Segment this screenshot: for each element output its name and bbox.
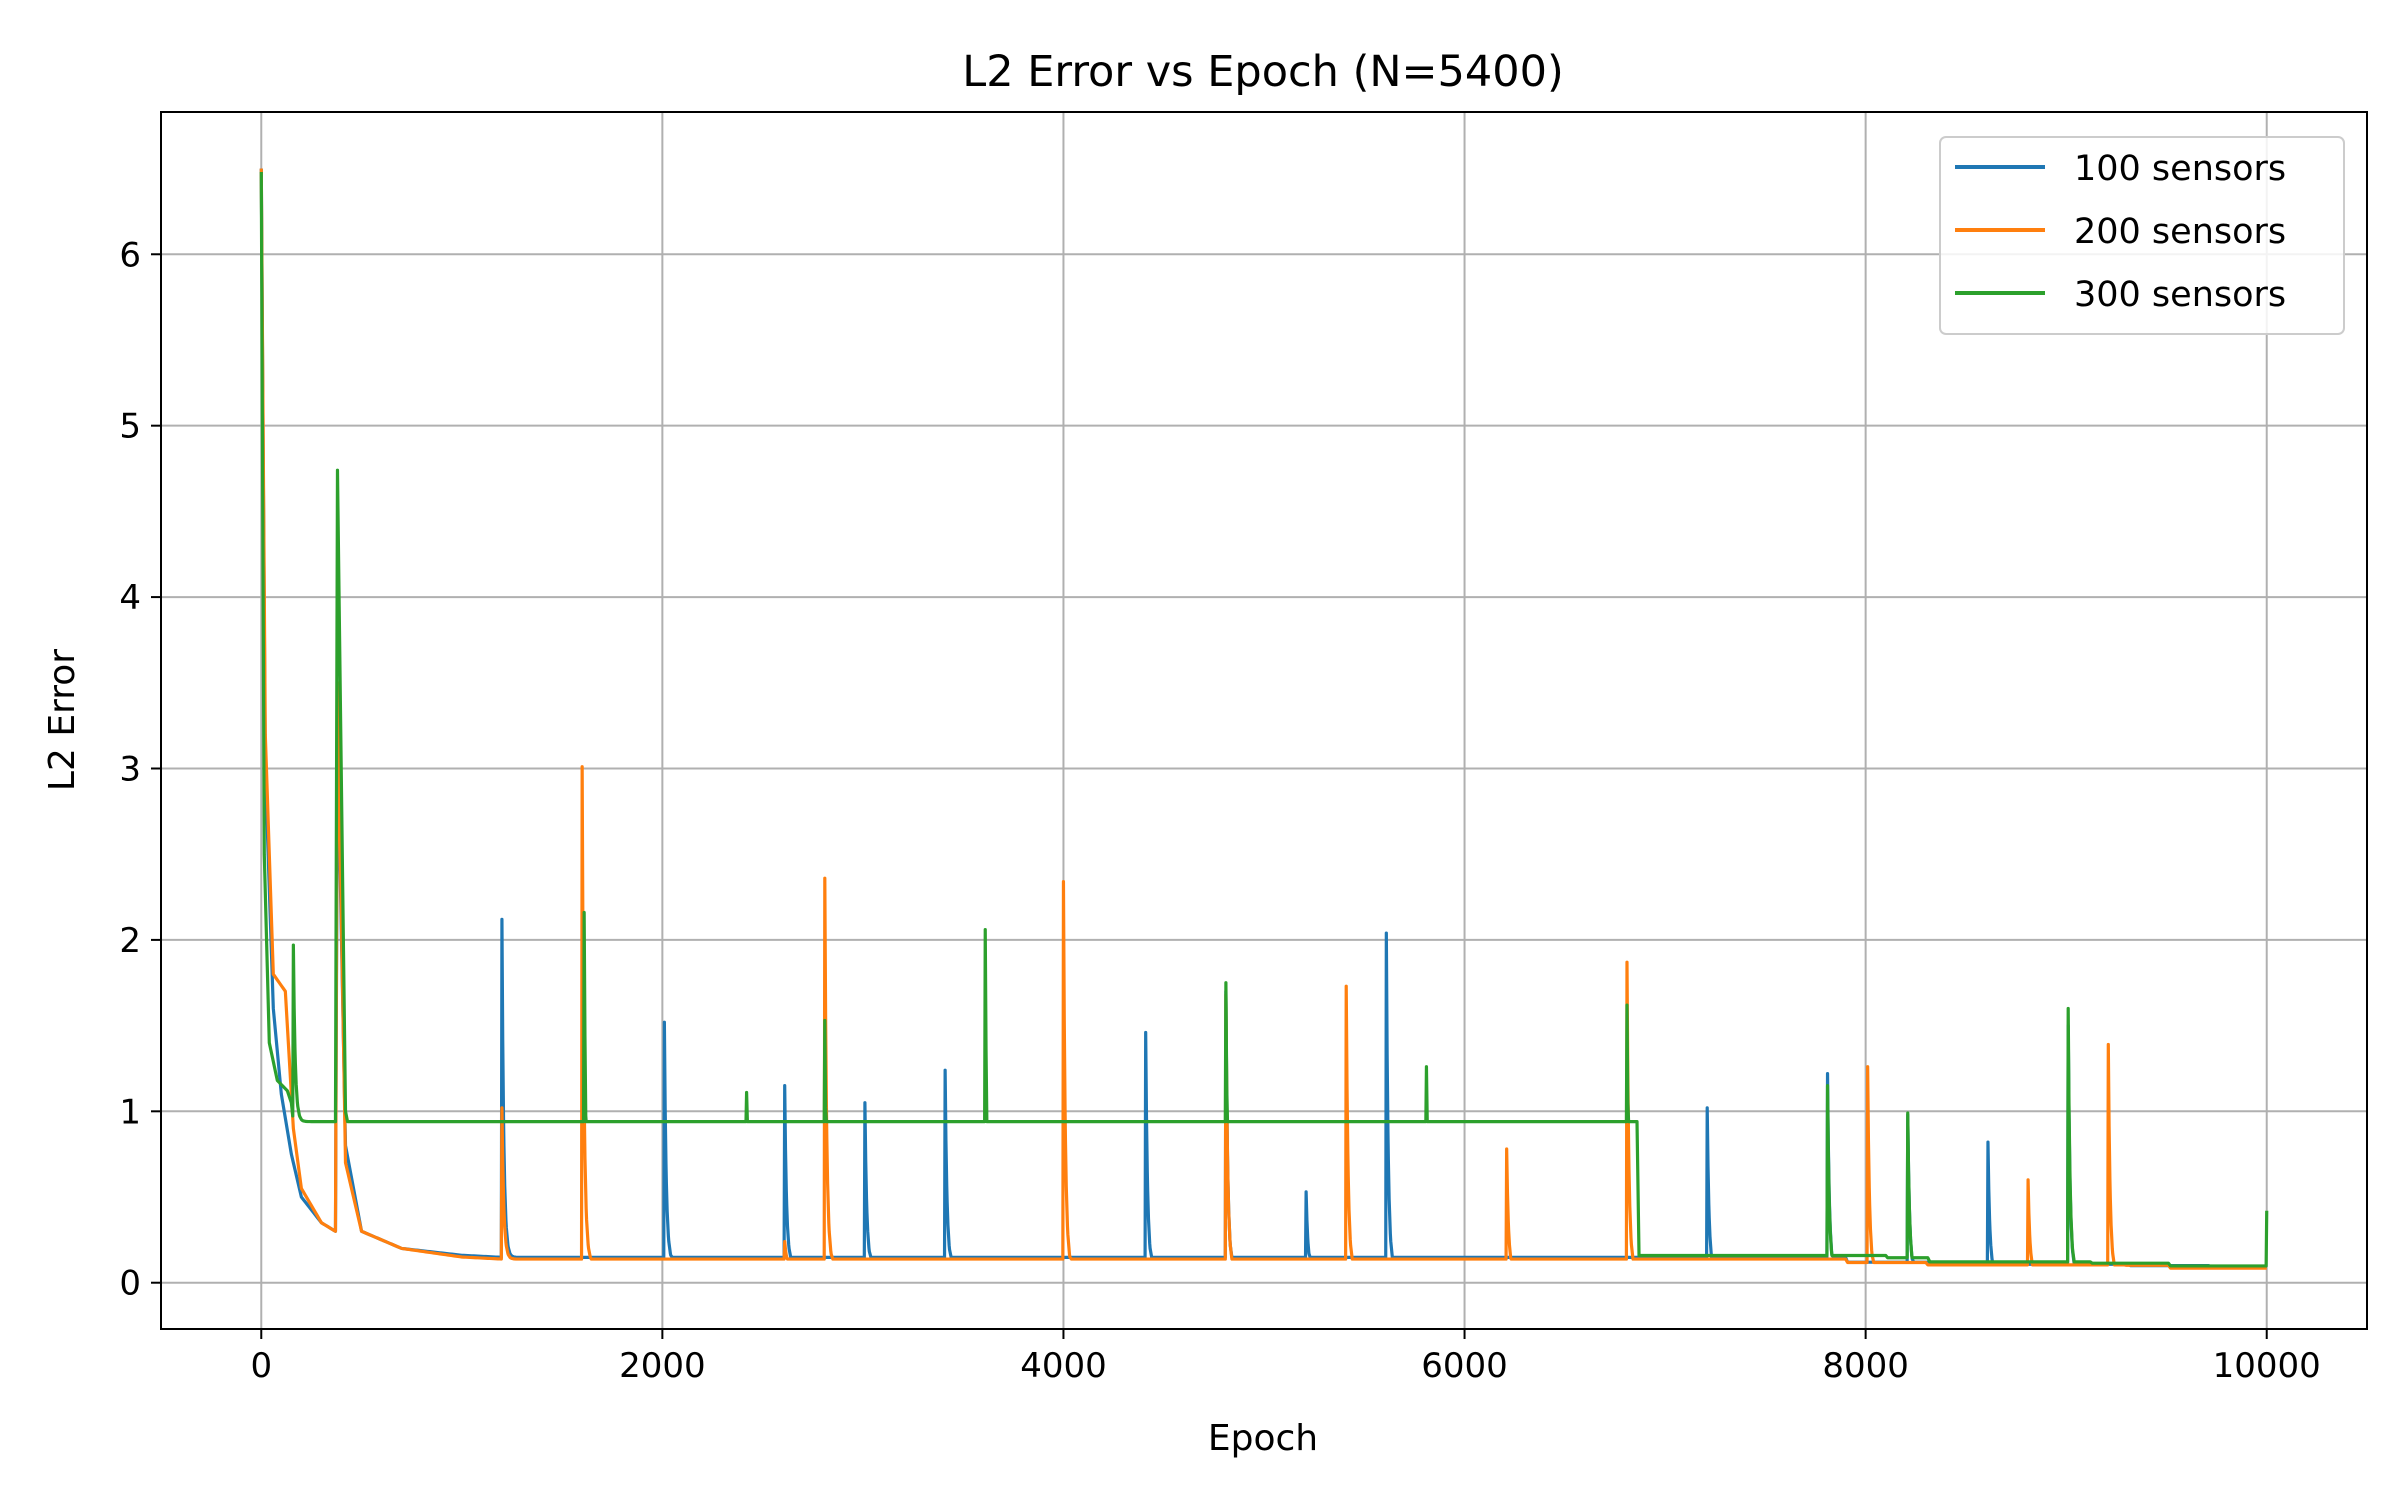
x-tick-label: 6000	[1421, 1346, 1508, 1386]
x-tick-label: 2000	[619, 1346, 706, 1386]
y-tick-label: 3	[119, 749, 141, 789]
grid-lines	[161, 112, 2367, 1329]
legend-box	[1939, 136, 2345, 335]
x-axis-title: Epoch	[1208, 1418, 1318, 1459]
legend-label-200-sensors: 200 sensors	[2074, 212, 2286, 252]
series-line-200-sensors	[259, 168, 2267, 1270]
x-tick-label: 8000	[1822, 1346, 1909, 1386]
y-tick-label: 0	[119, 1264, 141, 1304]
plot-frame	[160, 111, 2368, 1330]
chart-title: L2 Error vs Epoch (N=5400)	[962, 47, 1564, 97]
y-tick-label: 5	[119, 407, 141, 447]
y-tick-label: 6	[119, 235, 141, 275]
series-lines	[259, 168, 2269, 1270]
series-line-100-sensors	[259, 168, 2267, 1269]
y-tick-label: 1	[119, 1092, 141, 1132]
axis-ticks: 0 2000 4000 6000 8000 10000 0 1 2 3 4 5 6	[119, 235, 2320, 1386]
x-tick-label: 10000	[2213, 1346, 2321, 1386]
x-tick-label: 0	[250, 1346, 272, 1386]
x-tick-label: 4000	[1020, 1346, 1107, 1386]
series-line-300-sensors	[259, 171, 2269, 1268]
y-axis-title: L2 Error	[42, 649, 83, 791]
legend-label-100-sensors: 100 sensors	[2074, 149, 2286, 189]
y-tick-label: 4	[119, 578, 141, 618]
legend-label-300-sensors: 300 sensors	[2074, 275, 2286, 315]
y-tick-label: 2	[119, 921, 141, 961]
legend: 100 sensors 200 sensors 300 sensors	[1939, 136, 2345, 335]
